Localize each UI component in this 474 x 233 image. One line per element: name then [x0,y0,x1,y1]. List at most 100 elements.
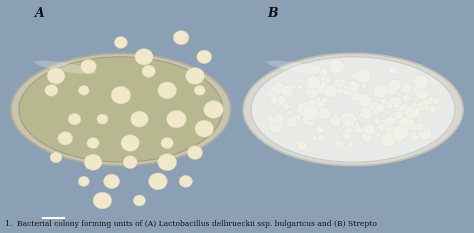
Ellipse shape [49,70,63,82]
Ellipse shape [399,116,406,123]
Text: A: A [36,7,45,21]
Ellipse shape [363,137,371,144]
Ellipse shape [381,132,397,147]
Ellipse shape [290,84,296,90]
Ellipse shape [302,113,317,126]
Ellipse shape [394,134,403,143]
Ellipse shape [96,195,109,206]
Ellipse shape [316,73,330,87]
Ellipse shape [361,131,373,142]
Ellipse shape [342,130,352,139]
Ellipse shape [323,85,337,98]
Ellipse shape [123,137,137,149]
Ellipse shape [355,69,371,83]
Ellipse shape [273,113,284,124]
Ellipse shape [159,136,175,150]
Ellipse shape [195,48,214,65]
Ellipse shape [328,59,345,74]
Ellipse shape [344,84,350,90]
Ellipse shape [428,106,436,113]
Ellipse shape [82,60,95,73]
Ellipse shape [243,53,463,166]
Ellipse shape [96,113,109,125]
Ellipse shape [347,120,360,133]
Ellipse shape [197,122,212,135]
Ellipse shape [268,118,284,133]
Ellipse shape [417,123,425,131]
Ellipse shape [398,115,414,131]
Ellipse shape [385,136,392,143]
Ellipse shape [306,86,319,98]
Ellipse shape [293,114,301,122]
Ellipse shape [266,90,276,99]
Ellipse shape [296,101,313,117]
Ellipse shape [421,99,430,107]
Ellipse shape [409,112,416,119]
Ellipse shape [86,156,100,168]
Ellipse shape [272,89,280,96]
Text: 1.  Bacterial colony forming units of (A) Lactobacillus delbrueckii ssp. bulgari: 1. Bacterial colony forming units of (A)… [5,220,377,228]
Ellipse shape [396,99,401,105]
Ellipse shape [386,102,393,109]
Ellipse shape [83,134,103,152]
Ellipse shape [432,97,440,105]
Ellipse shape [282,103,290,110]
Ellipse shape [67,112,82,126]
Ellipse shape [272,82,284,95]
Ellipse shape [361,83,367,89]
Ellipse shape [425,107,433,115]
Ellipse shape [133,195,146,206]
Ellipse shape [115,89,127,101]
Ellipse shape [392,125,409,140]
Ellipse shape [411,131,418,137]
Ellipse shape [366,125,374,133]
Ellipse shape [376,103,386,112]
Ellipse shape [416,101,427,111]
Ellipse shape [159,155,175,170]
Ellipse shape [399,104,412,116]
Ellipse shape [269,92,281,103]
Ellipse shape [318,107,331,120]
Ellipse shape [401,110,407,116]
Ellipse shape [374,118,381,125]
Ellipse shape [169,112,184,126]
Ellipse shape [318,134,325,141]
Ellipse shape [388,79,401,91]
Ellipse shape [360,107,373,119]
Ellipse shape [350,92,361,102]
Ellipse shape [340,112,356,127]
Ellipse shape [133,113,146,125]
Ellipse shape [309,114,317,122]
Ellipse shape [389,66,397,74]
Ellipse shape [348,141,355,148]
Ellipse shape [402,85,412,94]
Ellipse shape [306,76,321,90]
Ellipse shape [312,135,318,141]
Ellipse shape [329,116,341,127]
Ellipse shape [152,176,164,187]
Ellipse shape [418,127,432,140]
Ellipse shape [343,86,353,96]
Ellipse shape [267,61,329,74]
Ellipse shape [427,96,435,104]
Ellipse shape [139,63,158,80]
Ellipse shape [420,126,428,132]
Ellipse shape [414,75,429,89]
Ellipse shape [124,157,136,168]
Ellipse shape [345,80,354,88]
Ellipse shape [319,68,328,77]
Ellipse shape [402,94,410,102]
Ellipse shape [176,173,195,190]
Ellipse shape [367,101,383,116]
Ellipse shape [355,126,363,134]
Ellipse shape [186,144,204,161]
Ellipse shape [380,98,389,107]
Ellipse shape [286,117,298,128]
Ellipse shape [335,140,345,149]
Ellipse shape [287,110,292,115]
Ellipse shape [380,119,388,126]
Ellipse shape [383,116,395,127]
Ellipse shape [376,133,382,138]
Ellipse shape [410,134,419,142]
Ellipse shape [343,120,351,127]
